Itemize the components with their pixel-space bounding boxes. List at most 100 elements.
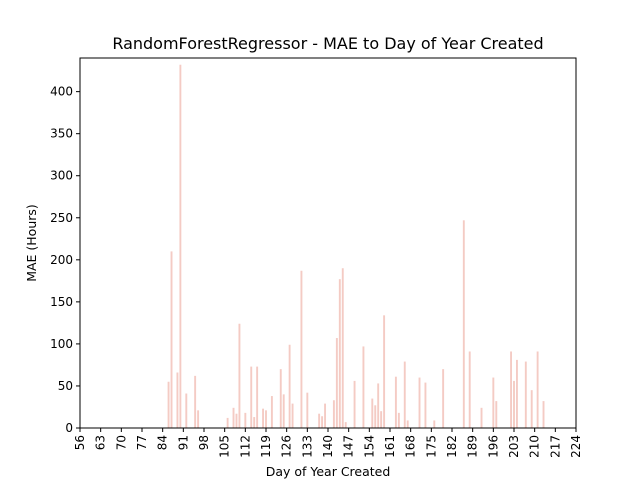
bar-58 bbox=[542, 401, 545, 428]
y-tick-label: 400 bbox=[50, 85, 73, 99]
bar-43 bbox=[418, 377, 421, 428]
bar-39 bbox=[394, 376, 397, 428]
bar-23 bbox=[306, 392, 309, 428]
x-tick-label: 154 bbox=[362, 435, 376, 458]
chart-title: RandomForestRegressor - MAE to Day of Ye… bbox=[112, 34, 543, 53]
bar-20 bbox=[288, 344, 291, 428]
x-tick-label: 105 bbox=[218, 435, 232, 458]
y-tick-label: 50 bbox=[58, 379, 73, 393]
bar-34 bbox=[371, 398, 374, 428]
x-tick-label: 189 bbox=[466, 435, 480, 458]
bar-45 bbox=[433, 420, 436, 428]
bar-48 bbox=[468, 351, 471, 428]
bar-19 bbox=[282, 394, 285, 428]
bar-5 bbox=[194, 375, 197, 428]
x-tick-label: 70 bbox=[114, 435, 128, 450]
y-axis-ticks: 0 50 100 150 200 250 300 350 400 bbox=[50, 85, 80, 435]
bar-31 bbox=[344, 422, 347, 428]
bar-50 bbox=[492, 377, 495, 428]
bar-57 bbox=[536, 351, 539, 428]
bar-18 bbox=[279, 369, 282, 428]
x-tick-label: 56 bbox=[73, 435, 87, 450]
x-tick-label: 147 bbox=[342, 435, 356, 458]
bar-13 bbox=[253, 417, 256, 428]
x-axis-ticks: 56 63 70 77 84 91 98 105 112 119 126 133 140 147 154 16… bbox=[73, 428, 583, 458]
bar-14 bbox=[256, 366, 259, 428]
bar-44 bbox=[424, 382, 427, 428]
x-tick-label: 196 bbox=[486, 435, 500, 458]
bar-0 bbox=[167, 381, 170, 428]
bar-26 bbox=[324, 403, 326, 428]
y-axis-label: MAE (Hours) bbox=[24, 204, 39, 282]
x-tick-label: 175 bbox=[424, 435, 438, 458]
x-tick-label: 217 bbox=[548, 435, 562, 458]
x-tick-label: 133 bbox=[300, 435, 314, 458]
bar-42 bbox=[406, 420, 409, 428]
x-tick-label: 210 bbox=[528, 435, 542, 458]
bar-8 bbox=[232, 407, 235, 428]
bar-36 bbox=[377, 383, 380, 428]
bar-38 bbox=[383, 315, 386, 428]
bar-3 bbox=[179, 64, 182, 428]
bar-1 bbox=[170, 251, 173, 428]
bar-25 bbox=[321, 416, 324, 428]
bar-21 bbox=[291, 403, 294, 428]
bar-27 bbox=[332, 400, 335, 428]
bar-51 bbox=[495, 401, 498, 428]
x-tick-label: 98 bbox=[197, 435, 211, 450]
x-tick-label: 112 bbox=[238, 435, 252, 458]
bar-11 bbox=[244, 412, 247, 428]
x-tick-label: 140 bbox=[321, 435, 335, 458]
x-tick-label: 161 bbox=[383, 435, 397, 458]
bar-29 bbox=[338, 279, 341, 428]
bar-2 bbox=[176, 372, 179, 428]
y-tick-label: 0 bbox=[65, 421, 73, 435]
x-tick-label: 168 bbox=[404, 435, 418, 458]
bar-47 bbox=[462, 220, 465, 428]
bar-9 bbox=[235, 413, 238, 428]
bar-56 bbox=[530, 390, 533, 428]
x-tick-label: 224 bbox=[569, 435, 583, 458]
bar-55 bbox=[524, 361, 527, 428]
y-tick-label: 350 bbox=[50, 127, 73, 141]
bar-15 bbox=[262, 408, 264, 428]
bar-35 bbox=[374, 405, 377, 428]
bar-7 bbox=[226, 417, 229, 428]
bar-52 bbox=[510, 351, 512, 428]
x-tick-label: 119 bbox=[259, 435, 273, 458]
y-tick-label: 300 bbox=[50, 169, 73, 183]
x-axis-label: Day of Year Created bbox=[266, 464, 391, 479]
bar-37 bbox=[380, 411, 383, 428]
x-tick-label: 84 bbox=[156, 435, 170, 450]
bar-17 bbox=[270, 396, 273, 428]
y-tick-label: 100 bbox=[50, 337, 73, 351]
bar-41 bbox=[403, 361, 406, 428]
y-tick-label: 200 bbox=[50, 253, 73, 267]
plot-frame bbox=[79, 57, 577, 429]
bar-53 bbox=[513, 380, 515, 428]
x-tick-label: 126 bbox=[280, 435, 294, 458]
bar-6 bbox=[197, 410, 200, 428]
bar-22 bbox=[300, 270, 303, 428]
bar-24 bbox=[318, 413, 321, 428]
bar-10 bbox=[238, 323, 241, 428]
bar-4 bbox=[185, 393, 188, 428]
x-tick-label: 63 bbox=[94, 435, 108, 450]
bar-46 bbox=[442, 369, 445, 428]
bar-33 bbox=[362, 346, 365, 428]
bar-16 bbox=[265, 410, 267, 428]
bar-30 bbox=[341, 268, 344, 428]
y-tick-label: 250 bbox=[50, 211, 73, 225]
bar-12 bbox=[250, 366, 253, 428]
bar-32 bbox=[353, 380, 356, 428]
x-tick-label: 182 bbox=[445, 435, 459, 458]
bar-49 bbox=[480, 407, 483, 428]
bars-group bbox=[167, 64, 545, 428]
y-tick-label: 150 bbox=[50, 295, 73, 309]
x-tick-label: 91 bbox=[176, 435, 190, 450]
bar-54 bbox=[516, 359, 518, 428]
bar-28 bbox=[335, 338, 338, 428]
x-tick-label: 77 bbox=[135, 435, 149, 450]
bar-40 bbox=[397, 412, 400, 428]
